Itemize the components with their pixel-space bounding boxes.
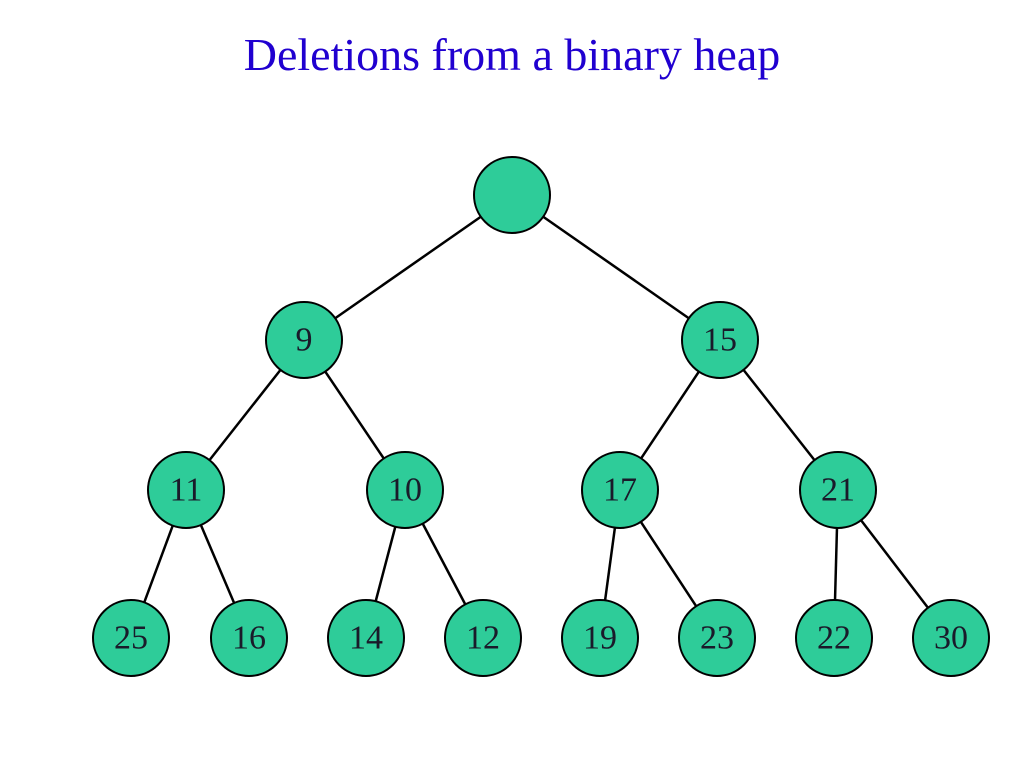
tree-node [474,157,550,233]
tree-node-label: 21 [821,472,855,509]
tree-edge [861,520,928,608]
tree-edge [325,372,384,459]
slide-container: Deletions from a binary heap 91511101721… [0,0,1024,768]
tree-edge [144,526,173,603]
tree-node: 16 [211,600,287,676]
tree-edge [335,217,481,319]
tree-node-label: 14 [349,620,383,657]
tree-node-label: 30 [934,620,968,657]
tree-edge [835,528,837,600]
tree-node: 9 [266,302,342,378]
tree-node-label: 25 [114,620,148,657]
tree-node-label: 22 [817,620,851,657]
tree-node: 12 [445,600,521,676]
tree-edge [743,370,814,460]
tree-edge [423,524,466,605]
tree-node-label: 12 [466,620,500,657]
tree-node: 30 [913,600,989,676]
tree-edge [376,527,396,602]
tree-node-label: 15 [703,322,737,359]
tree-node-label: 10 [388,472,422,509]
tree-node: 10 [367,452,443,528]
heap-tree-diagram: 9 15 11 10 17 21 25 16 14 12 19 23 22 30 [0,0,1024,768]
tree-edge [209,370,280,460]
tree-node: 17 [582,452,658,528]
tree-edge [641,372,699,459]
tree-node: 14 [328,600,404,676]
tree-node-label: 17 [603,472,637,509]
tree-node-label: 11 [170,472,203,509]
tree-node: 25 [93,600,169,676]
tree-edge [201,525,234,603]
tree-edge [605,528,615,601]
tree-node: 22 [796,600,872,676]
tree-node-label: 23 [700,620,734,657]
tree-node: 19 [562,600,638,676]
tree-node: 11 [148,452,224,528]
tree-edge [641,522,696,606]
tree-node-label: 16 [232,620,266,657]
tree-node: 15 [682,302,758,378]
tree-node: 23 [679,600,755,676]
tree-edge [543,217,689,319]
tree-node-label: 9 [296,322,313,359]
tree-node: 21 [800,452,876,528]
tree-node-label: 19 [583,620,617,657]
